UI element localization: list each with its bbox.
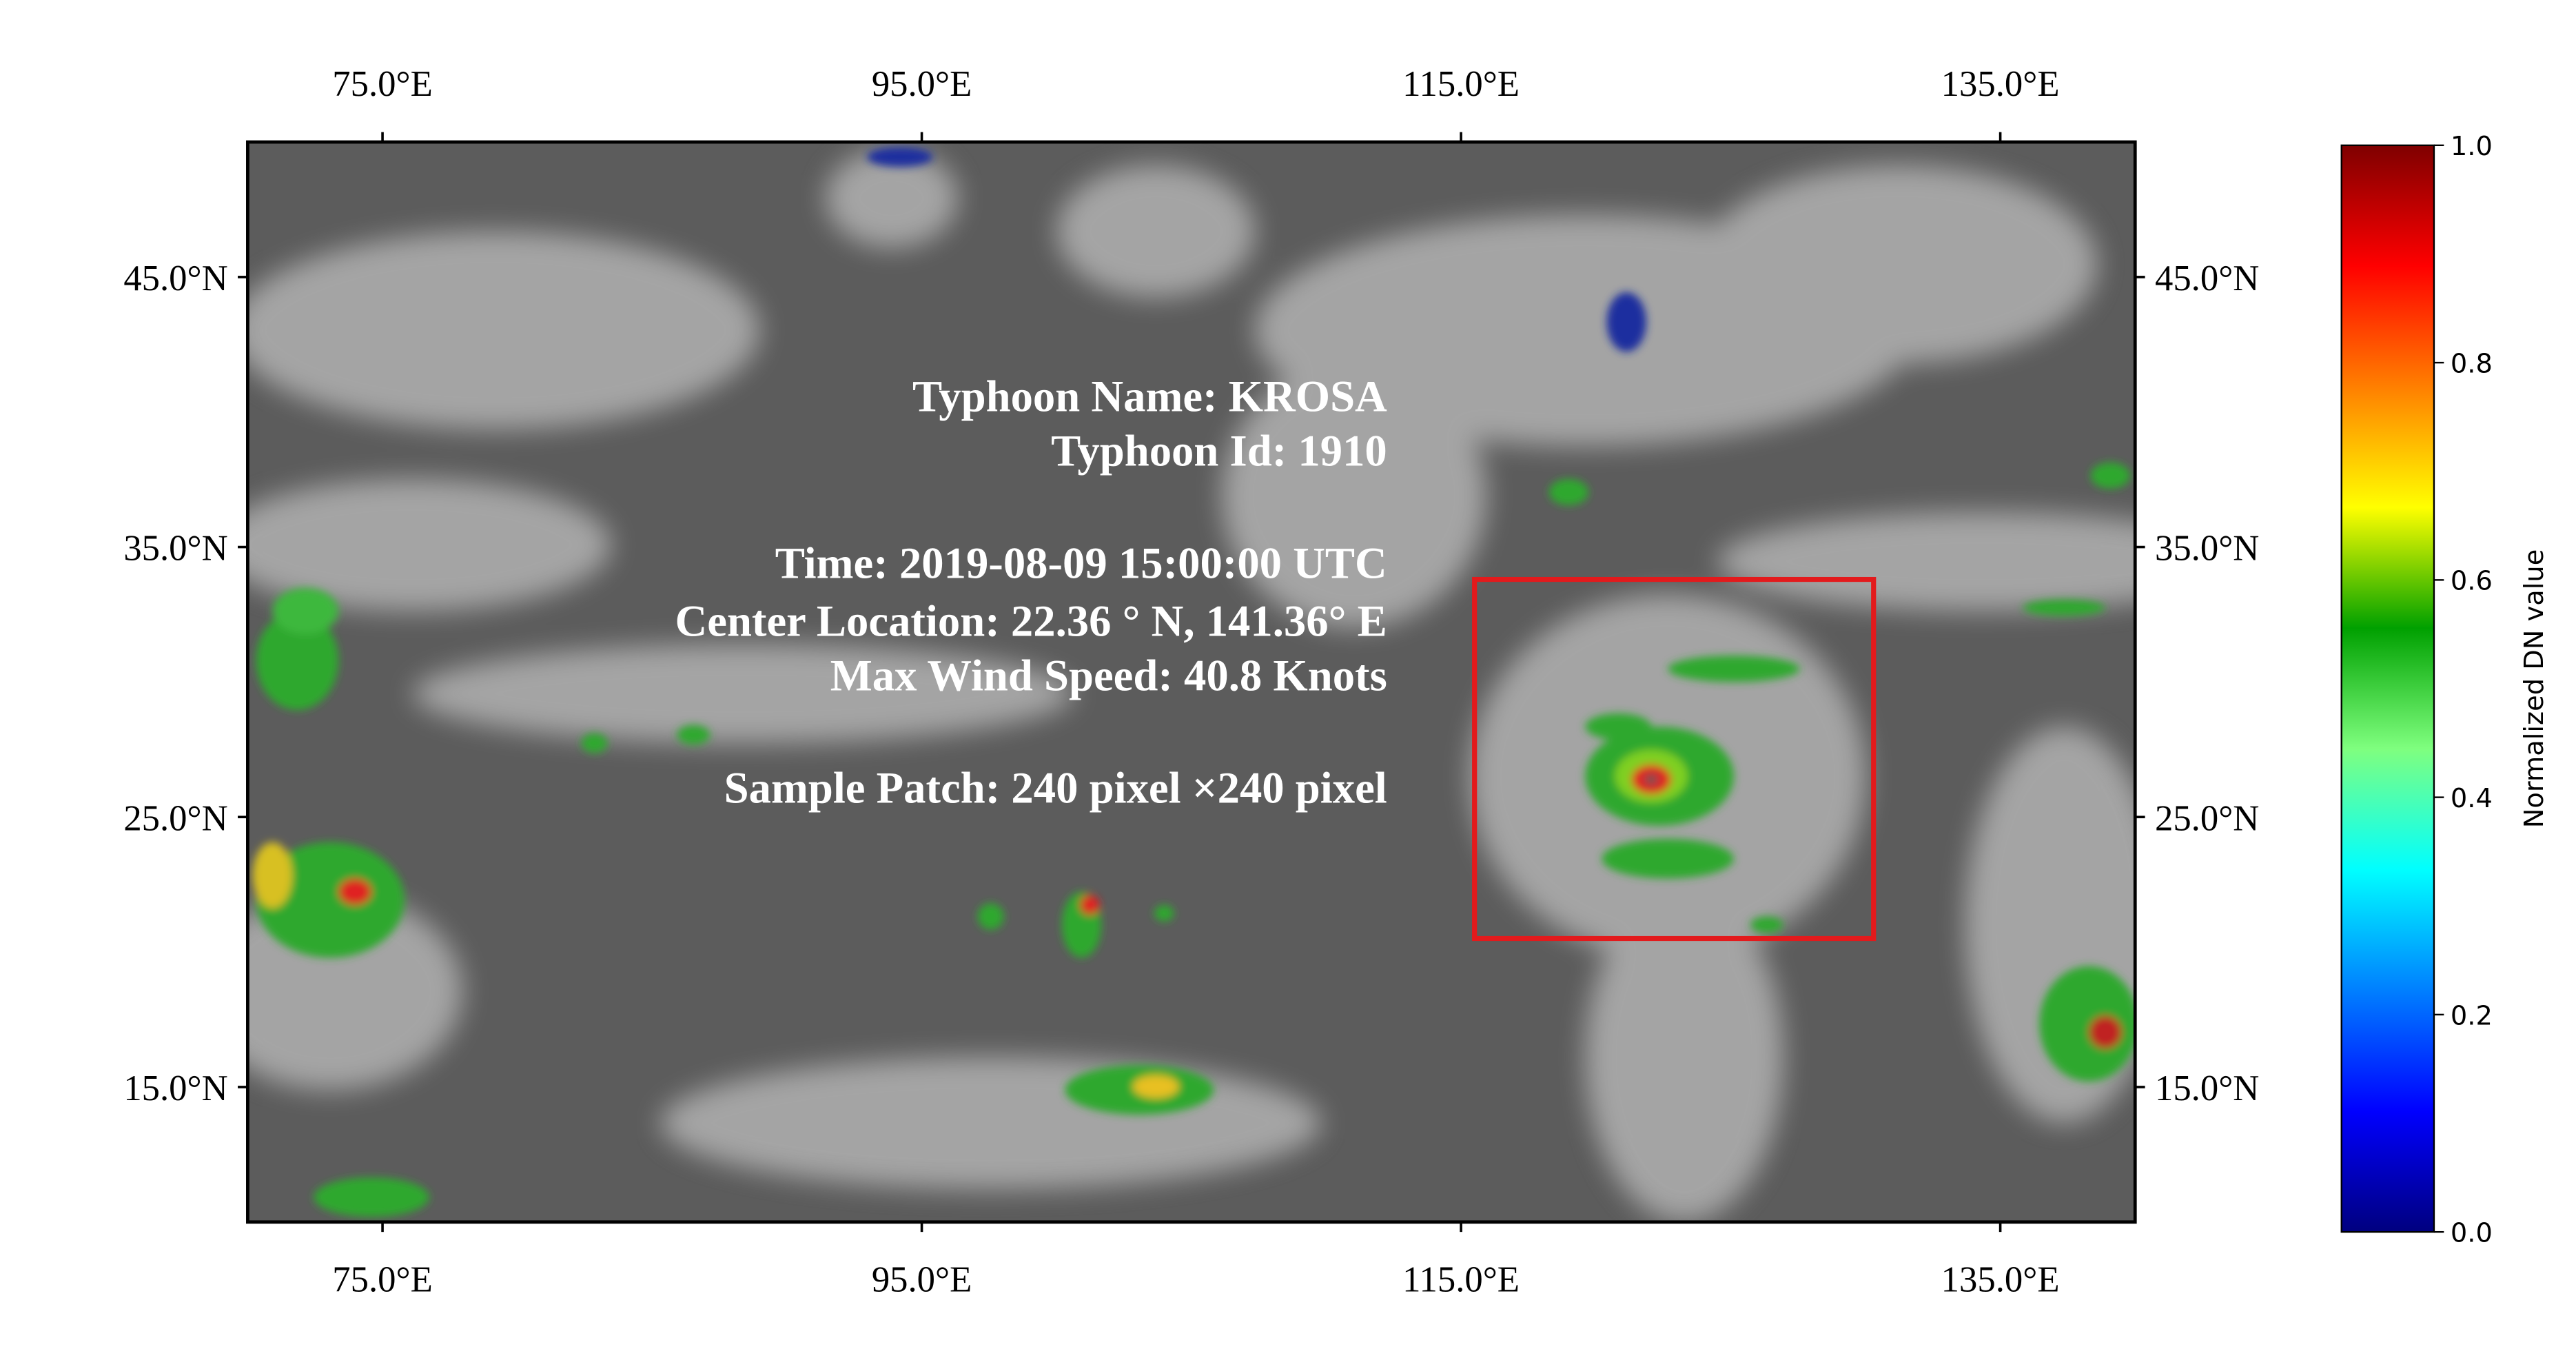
y-tick-label: 25.0°N [123, 798, 227, 838]
annotation: Typhoon Name: KROSA [912, 372, 1387, 421]
x-tick-label: 95.0°E [872, 64, 972, 104]
y-tick-label: 35.0°N [2155, 529, 2259, 569]
map-frame [246, 140, 2137, 1224]
colorbar [2340, 144, 2435, 1233]
annotation: Typhoon Id: 1910 [1051, 426, 1387, 476]
sample-patch-box [1472, 576, 1877, 942]
x-tick-label: 75.0°E [332, 1259, 432, 1299]
y-tick-label: 15.0°N [2155, 1068, 2259, 1108]
x-tick-label: 75.0°E [332, 64, 432, 104]
x-tick-label: 135.0°E [1941, 64, 2060, 104]
annotation: Max Wind Speed: 40.8 Knots [830, 650, 1387, 700]
x-tick-label: 135.0°E [1941, 1259, 2060, 1299]
colorbar-tick-label: 0.6 [2451, 566, 2493, 597]
satellite-image [247, 142, 2136, 1222]
y-tick-label: 15.0°N [123, 1068, 227, 1108]
annotation: Center Location: 22.36 ° N, 141.36° E [675, 596, 1387, 645]
annotation: Time: 2019-08-09 15:00:00 UTC [775, 538, 1387, 587]
annotation: Sample Patch: 240 pixel ×240 pixel [724, 762, 1387, 812]
y-tick-label: 35.0°N [123, 529, 227, 569]
y-tick-label: 45.0°N [123, 258, 227, 298]
colorbar-tick-label: 0.8 [2451, 348, 2493, 379]
x-tick-label: 115.0°E [1402, 1259, 1520, 1299]
x-tick-label: 95.0°E [872, 1259, 972, 1299]
colorbar-tick-label: 0.2 [2451, 1000, 2493, 1031]
colorbar-label: Normalized DN value [2519, 549, 2550, 829]
colorbar-tick-label: 1.0 [2451, 131, 2493, 162]
x-tick-label: 115.0°E [1402, 64, 1520, 104]
y-tick-label: 45.0°N [2155, 258, 2259, 298]
colorbar-tick-label: 0.0 [2451, 1218, 2493, 1249]
colorbar-tick-label: 0.4 [2451, 783, 2493, 814]
y-tick-label: 25.0°N [2155, 798, 2259, 838]
